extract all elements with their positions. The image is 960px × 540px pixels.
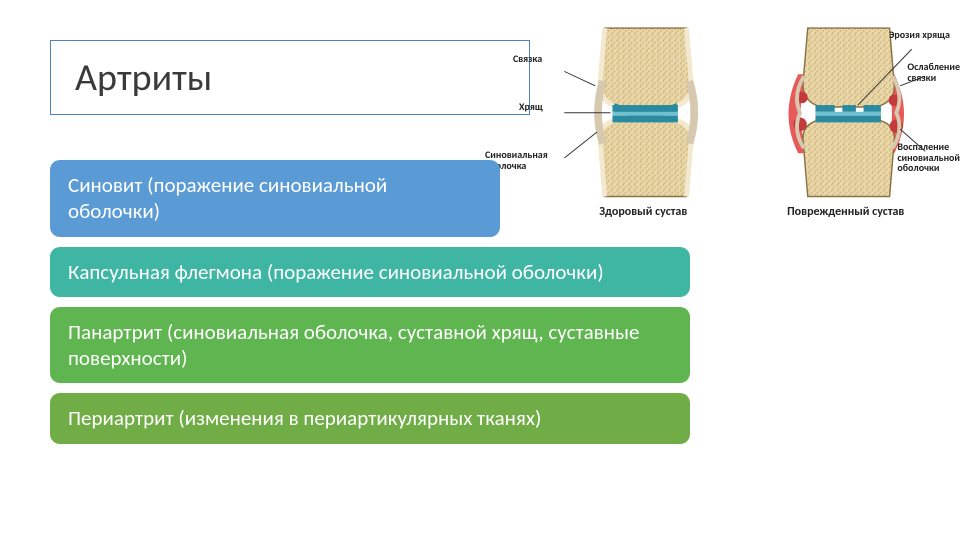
damaged-caption: Поврежденный сустав [750, 205, 943, 219]
label-cartilage: Хрящ [519, 102, 543, 113]
bars-list: Синовит (поражение синовиальной оболочки… [50, 160, 690, 454]
label-ligament: Связка [513, 54, 542, 65]
damaged-joint-svg [750, 22, 943, 217]
page-title: Артриты [75, 55, 212, 101]
bar-panarthritis: Панартрит (синовиальная оболочка, сустав… [50, 307, 690, 384]
bar-capsular: Капсульная флегмона (поражение синовиаль… [50, 247, 690, 297]
damaged-joint: Эрозия хряща Ослабление связки Воспалени… [750, 22, 943, 217]
bar-periarthritis: Периартрит (изменения в периартикулярных… [50, 393, 690, 443]
bar-synovit: Синовит (поражение синовиальной оболочки… [50, 160, 500, 237]
label-inflammation: Воспаление синовиальной оболочки [897, 142, 960, 174]
label-weakening: Ослабление связки [907, 62, 960, 83]
title-box: Артриты [50, 40, 530, 115]
label-erosion: Эрозия хряща [889, 30, 950, 41]
